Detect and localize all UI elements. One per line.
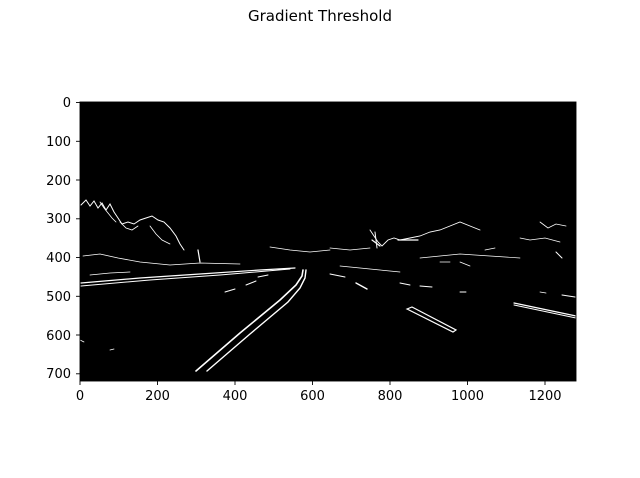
axes-frame [79, 101, 577, 382]
thresholded-image [79, 102, 577, 381]
y-tick-label: 700 [46, 367, 71, 382]
y-axis-labels: 0 100 200 300 400 500 600 700 [46, 96, 71, 382]
y-tick-label: 500 [46, 290, 71, 305]
x-axis-labels: 0 200 400 600 800 1000 1200 [76, 389, 562, 404]
y-tick-label: 200 [46, 174, 71, 189]
y-tick-label: 400 [46, 251, 71, 266]
x-tick-label: 200 [145, 389, 170, 404]
x-tick-label: 800 [378, 389, 403, 404]
figure-title: Gradient Threshold [248, 7, 392, 25]
x-tick-label: 400 [223, 389, 248, 404]
x-tick-label: 0 [76, 389, 84, 404]
y-tick-label: 100 [46, 135, 71, 150]
x-tick-label: 600 [300, 389, 325, 404]
y-tick-label: 300 [46, 212, 71, 227]
y-axis-ticks [76, 102, 80, 375]
y-tick-label: 600 [46, 329, 71, 344]
x-tick-label: 1000 [451, 389, 484, 404]
x-tick-label: 1200 [528, 389, 561, 404]
y-tick-label: 0 [63, 96, 71, 111]
x-axis-ticks [79, 381, 546, 385]
